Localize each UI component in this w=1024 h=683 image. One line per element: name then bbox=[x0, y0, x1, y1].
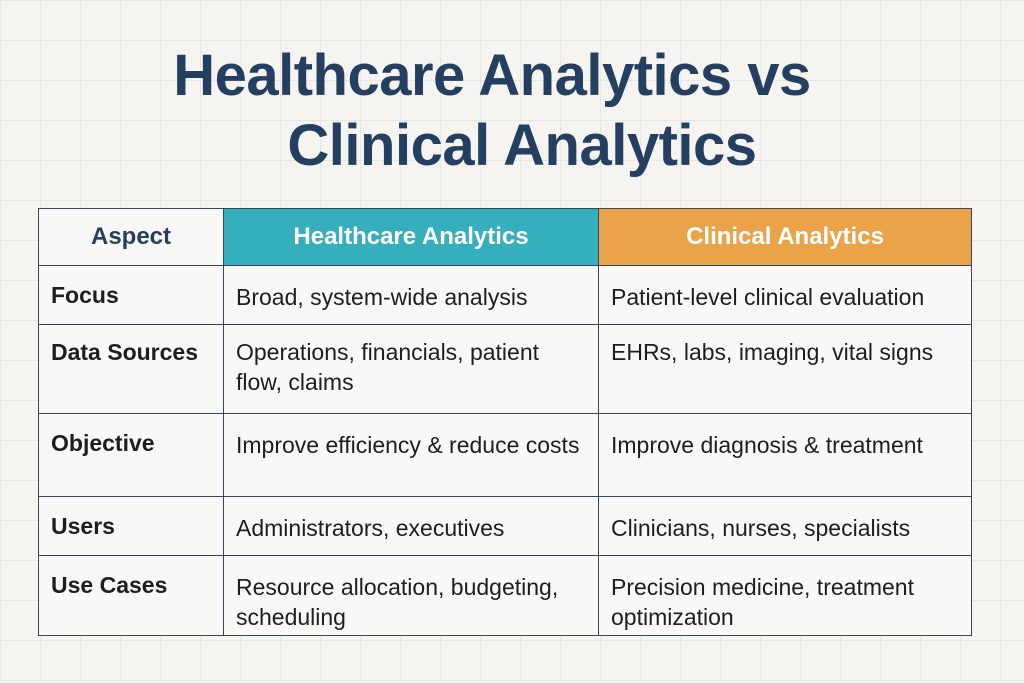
table-row: Use Cases Resource allocation, budgeting… bbox=[38, 555, 972, 636]
comparison-table: Aspect Healthcare Analytics Clinical Ana… bbox=[38, 208, 972, 636]
healthcare-cell: Broad, system-wide analysis bbox=[223, 265, 599, 325]
row-label: Focus bbox=[38, 265, 224, 325]
row-label: Objective bbox=[38, 413, 224, 497]
clinical-cell: Patient-level clinical evaluation bbox=[598, 265, 972, 325]
table-row: Data Sources Operations, financials, pat… bbox=[38, 324, 972, 414]
title-line-2: Clinical Analytics bbox=[287, 113, 757, 178]
healthcare-cell: Administrators, executives bbox=[223, 496, 599, 556]
healthcare-cell: Improve efficiency & reduce costs bbox=[223, 413, 599, 497]
clinical-cell: EHRs, labs, imaging, vital signs bbox=[598, 324, 972, 414]
healthcare-cell: Resource allocation, budgeting, scheduli… bbox=[223, 555, 599, 636]
clinical-cell: Improve diagnosis & treatment bbox=[598, 413, 972, 497]
clinical-cell: Clinicians, nurses, specialists bbox=[598, 496, 972, 556]
header-clinical-analytics: Clinical Analytics bbox=[598, 208, 972, 266]
table-row: Users Administrators, executives Clinici… bbox=[38, 496, 972, 556]
title-line-1: Healthcare Analytics vs bbox=[173, 43, 811, 108]
row-label: Use Cases bbox=[38, 555, 224, 636]
header-healthcare-analytics: Healthcare Analytics bbox=[223, 208, 599, 266]
row-label: Users bbox=[38, 496, 224, 556]
row-label: Data Sources bbox=[38, 324, 224, 414]
clinical-cell: Precision medicine, treatment optimizati… bbox=[598, 555, 972, 636]
healthcare-cell: Operations, financials, patient flow, cl… bbox=[223, 324, 599, 414]
header-row: Aspect Healthcare Analytics Clinical Ana… bbox=[38, 208, 972, 266]
header-aspect: Aspect bbox=[38, 208, 224, 266]
table-row: Focus Broad, system-wide analysis Patien… bbox=[38, 265, 972, 325]
table-row: Objective Improve efficiency & reduce co… bbox=[38, 413, 972, 497]
